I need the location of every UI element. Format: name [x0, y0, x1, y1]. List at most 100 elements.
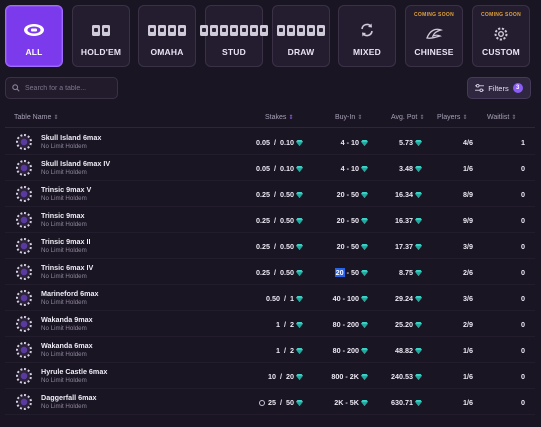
- category-tab-holdem[interactable]: HOLD'EM: [72, 5, 130, 67]
- column-stakes[interactable]: Stakes ⇕: [265, 114, 293, 121]
- stakes-cell: 0.25 / 0.50: [256, 268, 303, 277]
- category-tab-all[interactable]: ALL: [5, 5, 63, 67]
- table-name: Skull Island 6max: [41, 133, 102, 142]
- waitlist-cell: 0: [521, 164, 525, 173]
- table-row[interactable]: Trinsic 6max IV No Limit Holdem 0.25 / 0…: [5, 259, 535, 285]
- gem-icon: [361, 139, 368, 146]
- column-players[interactable]: Players ⇕: [437, 114, 467, 121]
- avg-pot-value: 16.34: [395, 190, 413, 199]
- buyin-max: 10: [351, 138, 359, 147]
- two-cards-icon: [73, 20, 129, 40]
- filters-count-badge: 3: [512, 83, 523, 93]
- gem-icon: [296, 269, 303, 276]
- stakes-cell: 0.05 / 0.10: [256, 164, 303, 173]
- table-header: Table Name ⇕ Stakes ⇕ Buy-In ⇕ Avg. Pot ⇕ Pl…: [5, 110, 535, 128]
- buyin-max: 50: [351, 190, 359, 199]
- category-tab-omaha[interactable]: OMAHA: [138, 5, 196, 67]
- stakes-cell: 1 / 2: [276, 346, 303, 355]
- column-stakes-label: Stakes: [265, 114, 287, 121]
- gem-icon: [296, 165, 303, 172]
- stakes-small: 0.25: [256, 242, 270, 251]
- seven-cards-icon: [200, 20, 268, 40]
- table-avatar-icon: [15, 159, 33, 177]
- buyin-max: 100: [347, 294, 359, 303]
- column-waitlist[interactable]: Waitlist ⇕: [487, 114, 516, 121]
- stakes-big: 0.50: [280, 268, 294, 277]
- table-row[interactable]: Hyrule Castle 6max No Limit Holdem 10 / …: [5, 363, 535, 389]
- category-tab-mixed[interactable]: MIXED: [338, 5, 396, 67]
- table-row[interactable]: Trinsic 9max II No Limit Holdem 0.25 / 0…: [5, 233, 535, 259]
- card-glyph: [287, 24, 295, 36]
- avg-pot-value: 8.75: [399, 268, 413, 277]
- card-glyph: [260, 24, 268, 36]
- search-input[interactable]: [25, 84, 115, 92]
- stakes-small: 0.50: [266, 294, 280, 303]
- stakes-big: 2: [290, 346, 294, 355]
- search-box[interactable]: [5, 77, 118, 99]
- gem-icon: [361, 295, 368, 302]
- category-tab-custom[interactable]: COMING SOON CUSTOM: [472, 5, 530, 67]
- game-type: No Limit Holdem: [41, 299, 87, 306]
- category-label: OMAHA: [150, 47, 184, 57]
- category-label: HOLD'EM: [80, 47, 122, 57]
- stakes-big: 50: [286, 398, 294, 407]
- table-row[interactable]: Marineford 6max No Limit Holdem 0.50 / 1…: [5, 285, 535, 311]
- avg-pot-value: 29.24: [395, 294, 413, 303]
- category-tab-stud[interactable]: STUD: [200, 5, 268, 67]
- table-avatar-icon: [15, 341, 33, 359]
- buyin-min: 20: [336, 216, 345, 225]
- table-row[interactable]: Wakanda 9max No Limit Holdem 1 / 2 80 - …: [5, 311, 535, 337]
- buyin-max: 50: [351, 242, 359, 251]
- avg-pot-value: 5.73: [399, 138, 413, 147]
- avg-pot-cell: 3.48: [399, 164, 422, 173]
- sort-icon: ⇕: [511, 115, 517, 121]
- waitlist-cell: 1: [521, 138, 525, 147]
- table-row[interactable]: Skull Island 6max No Limit Holdem 0.05 /…: [5, 129, 535, 155]
- buyin-cell: 20 - 50: [337, 190, 368, 199]
- buyin-min: 80: [332, 320, 341, 329]
- players-cell: 3/6: [463, 294, 473, 303]
- gem-icon: [361, 373, 368, 380]
- filters-label: Filters: [488, 83, 509, 93]
- column-avg-pot[interactable]: Avg. Pot ⇕: [391, 114, 424, 121]
- sliders-icon: [475, 84, 485, 92]
- table-row[interactable]: Skull Island 6max IV No Limit Holdem 0.0…: [5, 155, 535, 181]
- category-tab-draw[interactable]: DRAW: [272, 5, 330, 67]
- gem-icon: [415, 321, 422, 328]
- waitlist-cell: 0: [521, 216, 525, 225]
- stakes-cell: 0.25 / 0.50: [256, 242, 303, 251]
- table-row[interactable]: Wakanda 6max No Limit Holdem 1 / 2 80 - …: [5, 337, 535, 363]
- gem-icon: [361, 321, 368, 328]
- buyin-cell: 800 - 2K: [331, 372, 368, 381]
- dragon-icon: [406, 24, 462, 44]
- buyin-max: 10: [351, 164, 359, 173]
- players-cell: 2/9: [463, 320, 473, 329]
- card-glyph: [307, 24, 315, 36]
- buyin-min: 2K: [334, 398, 344, 407]
- card-glyph: [200, 24, 208, 36]
- filters-button[interactable]: Filters 3: [467, 77, 531, 99]
- category-label: STUD: [222, 47, 246, 57]
- card-glyph: [148, 24, 156, 36]
- gem-icon: [296, 295, 303, 302]
- column-table-name[interactable]: Table Name ⇕: [14, 114, 58, 121]
- gem-icon: [415, 191, 422, 198]
- sort-icon: ⇕: [462, 115, 468, 121]
- table-name: Marineford 6max: [41, 289, 99, 298]
- buyin-max: 50: [351, 216, 359, 225]
- five-cards-icon: [273, 20, 329, 40]
- gem-icon: [415, 399, 422, 406]
- column-buyin[interactable]: Buy-In ⇕: [335, 114, 362, 121]
- buyin-min: 4: [340, 138, 345, 147]
- stakes-small: 0.25: [256, 268, 270, 277]
- table-row[interactable]: Trinsic 9max V No Limit Holdem 0.25 / 0.…: [5, 181, 535, 207]
- category-label: ALL: [25, 47, 43, 57]
- coming-soon-label: COMING SOON: [481, 12, 521, 18]
- category-tab-chinese[interactable]: COMING SOON CHINESE: [405, 5, 463, 67]
- avg-pot-value: 25.20: [395, 320, 413, 329]
- table-row[interactable]: Daggerfall 6max No Limit Holdem 25 / 50 …: [5, 389, 535, 415]
- table-row[interactable]: Trinsic 9max No Limit Holdem 0.25 / 0.50…: [5, 207, 535, 233]
- table-avatar-icon: [15, 237, 33, 255]
- stakes-small: 25: [268, 398, 276, 407]
- gem-icon: [296, 243, 303, 250]
